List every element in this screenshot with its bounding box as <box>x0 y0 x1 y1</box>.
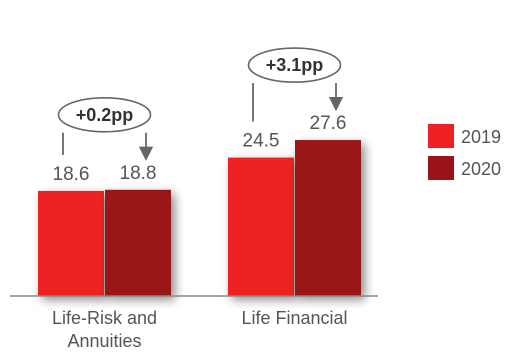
legend-swatch-2019 <box>428 124 454 148</box>
callout-text-2: +3.1pp <box>266 55 324 75</box>
bar-2-series-2020 <box>295 140 361 296</box>
category-label-1-line-2: Annuities <box>67 331 141 351</box>
data-label-2-2020: 27.6 <box>310 113 347 134</box>
bar-2-series-2019 <box>228 157 294 296</box>
legend-label-2020: 2020 <box>461 159 501 179</box>
category-label-2: Life Financial <box>241 308 347 328</box>
callout-text-1: +0.2pp <box>76 105 134 125</box>
legend-swatch-2020 <box>428 156 454 180</box>
legend-label-2019: 2019 <box>461 127 501 147</box>
data-label-1-2019: 18.6 <box>53 164 90 185</box>
bar-1-series-2020 <box>105 189 171 296</box>
data-label-1-2020: 18.8 <box>120 163 157 184</box>
bar-1-series-2019 <box>38 190 104 296</box>
data-label-2-2019: 24.5 <box>243 131 280 152</box>
category-label-1-line-1: Life-Risk and <box>52 308 157 328</box>
callout-bubble-2 <box>247 47 342 83</box>
callout-bubble-1 <box>57 96 152 133</box>
